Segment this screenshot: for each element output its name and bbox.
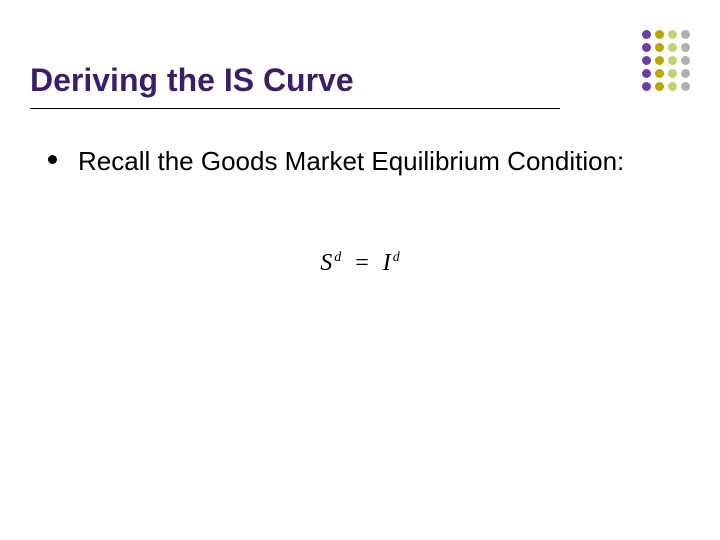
decor-column xyxy=(681,30,690,95)
decor-dot xyxy=(655,30,664,39)
slide-title: Deriving the IS Curve xyxy=(30,62,354,99)
slide: Deriving the IS Curve Recall the Goods M… xyxy=(0,0,720,540)
decor-dot xyxy=(668,30,677,39)
bullet-item: Recall the Goods Market Equilibrium Cond… xyxy=(48,145,660,178)
decor-column xyxy=(668,30,677,95)
equation-operator: = xyxy=(355,250,369,276)
equation-rhs-sup: d xyxy=(393,250,400,265)
bullet-dot-icon xyxy=(48,155,57,164)
decor-dot xyxy=(668,43,677,52)
equation-lhs-sup: d xyxy=(334,250,341,265)
bullet-text: Recall the Goods Market Equilibrium Cond… xyxy=(78,145,660,178)
decor-dot xyxy=(655,43,664,52)
decor-dot xyxy=(668,56,677,65)
decor-dot xyxy=(655,69,664,78)
decor-dot xyxy=(642,56,651,65)
title-divider xyxy=(30,108,560,109)
equation-rhs-base: I xyxy=(383,250,391,276)
decor-dot xyxy=(642,82,651,91)
corner-dot-decoration xyxy=(638,30,690,95)
decor-dot xyxy=(642,69,651,78)
decor-dot xyxy=(655,82,664,91)
decor-dot xyxy=(681,30,690,39)
decor-dot xyxy=(681,43,690,52)
decor-column xyxy=(642,30,651,95)
decor-dot xyxy=(668,82,677,91)
equation-lhs-base: S xyxy=(320,250,332,276)
equation: Sd = Id xyxy=(0,250,720,277)
decor-column xyxy=(655,30,664,95)
decor-dot xyxy=(681,56,690,65)
decor-dot xyxy=(655,56,664,65)
decor-dot xyxy=(681,69,690,78)
decor-dot xyxy=(681,82,690,91)
decor-dot xyxy=(668,69,677,78)
decor-dot xyxy=(642,30,651,39)
decor-dot xyxy=(642,43,651,52)
